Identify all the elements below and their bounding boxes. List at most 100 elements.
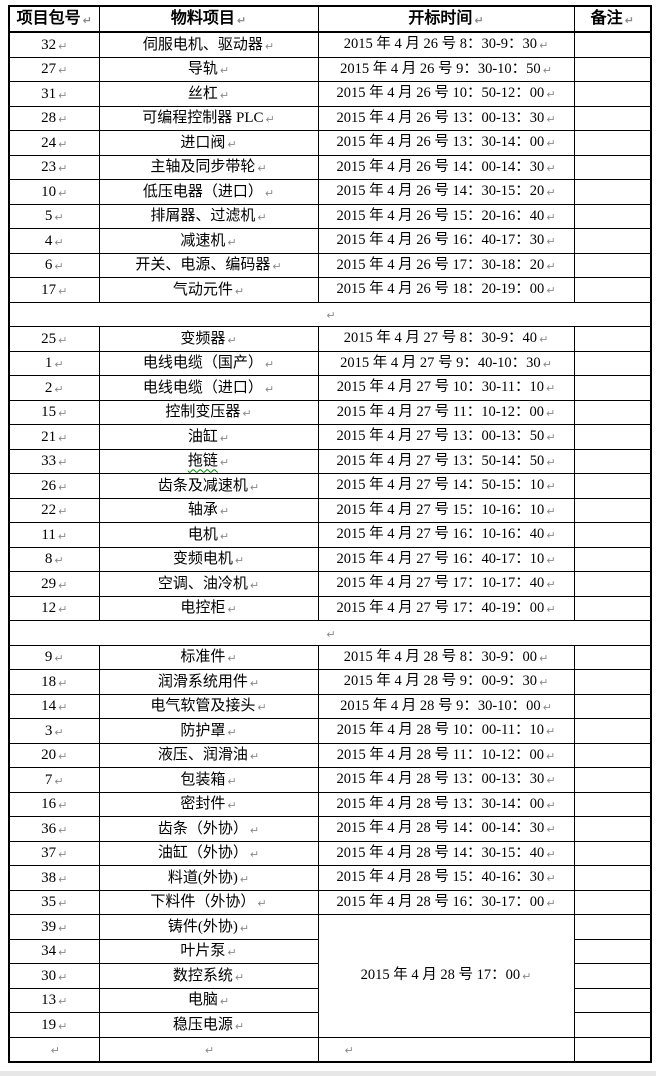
material-item-cell: 控制变压器 ↵ (98, 399, 319, 425)
bid-open-time-cell: 2015 年 4 月 28 号 13：00-13：30 ↵ (317, 767, 575, 793)
paragraph-mark-icon: ↵ (546, 823, 556, 837)
bid-open-time-cell: 2015 年 4 月 28 号 14：30-15：40 ↵ (317, 840, 575, 866)
paragraph-mark-icon: ↵ (227, 774, 237, 788)
remarks-cell (573, 326, 652, 352)
remarks-cell (573, 203, 652, 229)
remarks-cell (573, 963, 652, 989)
paragraph-mark-icon: ↵ (546, 112, 556, 126)
paragraph-mark-icon: ↵ (542, 700, 552, 714)
material-item-cell: 变频器 ↵ (98, 326, 319, 352)
paragraph-mark-icon: ↵ (58, 823, 68, 837)
paragraph-mark-icon: ↵ (58, 897, 68, 911)
paragraph-mark-icon: ↵ (546, 529, 556, 543)
package-no-cell-text: 8 (44, 551, 53, 568)
remarks-cell (573, 473, 652, 499)
material-item-cell: 标准件 ↵ (98, 644, 319, 670)
package-no-cell: 10 ↵ (8, 179, 100, 205)
remarks-cell (573, 987, 652, 1013)
package-no-cell-text: 15 (41, 404, 57, 421)
material-item-cell: 密封件 ↵ (98, 791, 319, 817)
bid-open-time-cell: 2015 年 4 月 26 号 13：00-13：30 ↵ (317, 105, 575, 131)
material-item-cell-text: 密封件 (180, 796, 226, 813)
paragraph-mark-icon: ↵ (264, 186, 275, 200)
package-no-cell-text: 1 (44, 355, 53, 372)
package-no-cell-text: 27 (41, 61, 57, 78)
table-row: 1 ↵ 电线电缆（国产） ↵ 2015 年 4 月 27 号 9：40-10：30 ↵ (8, 350, 652, 376)
bid-open-time-cell: 2015 年 4 月 28 号 15：40-16：30 ↵ (317, 865, 575, 891)
paragraph-mark-icon: ↵ (546, 186, 556, 200)
material-item-cell-text: 电线电缆（国产） (142, 355, 263, 372)
material-item-cell: 齿条及减速机 ↵ (98, 473, 319, 499)
table-row: 3 ↵ 防护罩 ↵ 2015 年 4 月 28 号 10：00-11：10 ↵ (8, 718, 652, 744)
bid-open-time-cell-text: 2015 年 4 月 27 号 10：30-11：10 (336, 379, 545, 396)
material-item-cell-text: 空调、油冷机 (157, 575, 248, 592)
paragraph-mark-icon: ↵ (542, 63, 552, 77)
bid-open-time-cell-text: 2015 年 4 月 28 号 11：10-12：00 (336, 746, 545, 763)
paragraph-mark-icon: ↵ (239, 872, 250, 886)
paragraph-mark-icon: ↵ (82, 14, 92, 28)
bid-open-time-cell: 2015 年 4 月 28 号 10：00-11：10 ↵ (317, 718, 575, 744)
material-item-cell: 变频电机 ↵ (98, 546, 319, 572)
material-item-cell: 油缸（外协） ↵ (98, 840, 319, 866)
col-header-remarks-label: 备注 (590, 10, 623, 28)
package-no-cell: 13 ↵ (8, 987, 100, 1013)
remarks-cell (573, 448, 652, 474)
paragraph-mark-icon: ↵ (239, 921, 250, 935)
paragraph-mark-icon: ↵ (58, 921, 68, 935)
paragraph-mark-icon: ↵ (54, 260, 64, 274)
table-row: 31 ↵ 丝杠 ↵ 2015 年 4 月 26 号 10：50-12：00 ↵ (8, 81, 652, 107)
bid-open-time-cell-text: 2015 年 4 月 26 号 8：30-9：30 (343, 36, 538, 53)
package-no-cell: 29 ↵ (8, 571, 100, 597)
package-no-cell: 16 ↵ (8, 791, 100, 817)
remarks-cell (573, 840, 652, 866)
paragraph-mark-icon: ↵ (58, 750, 68, 764)
paragraph-mark-icon: ↵ (546, 161, 556, 175)
table-row: 5 ↵ 排屑器、过滤机 ↵ 2015 年 4 月 26 号 15：20-16：40 ↵ (8, 203, 652, 229)
table-row: 28 ↵ 可编程控制器 PLC ↵ 2015 年 4 月 26 号 13：00-13：3… (8, 105, 652, 131)
remarks-cell (573, 595, 652, 621)
material-item-cell-text: 排屑器、过滤机 (150, 208, 256, 225)
package-no-cell: 34 ↵ (8, 938, 100, 964)
material-item-cell-text: 稳压电源 (172, 1016, 233, 1033)
bid-opening-schedule-table: 项目包号 ↵ 物料项目 ↵ 开标时间 ↵ 备注 ↵ 32 ↵ 伺服电机、驱动器 ↵ 2015 年… (8, 5, 652, 1063)
material-item-cell-text: 减速机 (180, 232, 226, 249)
table-row: 12 ↵ 电控柜 ↵ 2015 年 4 月 27 号 17：40-19：00 ↵ (8, 595, 652, 621)
material-item-cell-text: 齿条（外协） (157, 820, 248, 837)
remarks-cell (573, 105, 652, 131)
table-row: 26 ↵ 齿条及减速机 ↵ 2015 年 4 月 27 号 14：50-15：10 ↵ (8, 473, 652, 499)
bid-open-time-cell-text: 2015 年 4 月 26 号 16：40-17：30 (336, 232, 545, 249)
package-no-cell: 11 ↵ (8, 522, 100, 548)
material-item-cell-text: 进口阀 (180, 134, 226, 151)
package-no-cell: 25 ↵ (8, 326, 100, 352)
bid-open-time-cell: 2015 年 4 月 26 号 17：30-18：20 ↵ (317, 252, 575, 278)
package-no-cell: 22 ↵ (8, 497, 100, 523)
material-item-cell-text: 低压电器（进口） (142, 183, 263, 200)
paragraph-mark-icon: ↵ (54, 554, 64, 568)
paragraph-mark-icon: ↵ (234, 970, 245, 984)
material-item-cell-text: 电气软管及接头 (150, 698, 256, 715)
paragraph-mark-icon: ↵ (227, 603, 237, 617)
remarks-cell (573, 56, 652, 82)
bid-open-time-cell: 2015 年 4 月 27 号 8：30-9：40 ↵ (317, 326, 575, 352)
paragraph-mark-icon: ↵ (54, 725, 64, 739)
paragraph-mark-icon: ↵ (58, 946, 68, 960)
remarks-cell (573, 791, 652, 817)
paragraph-mark-icon: ↵ (344, 1044, 354, 1058)
paragraph-mark-icon: ↵ (546, 872, 556, 886)
package-no-cell-text: 5 (44, 208, 53, 225)
bid-open-time-cell: 2015 年 4 月 27 号 15：10-16：10 ↵ (317, 497, 575, 523)
package-no-cell: 37 ↵ (8, 840, 100, 866)
bid-open-time-cell-text: 2015 年 4 月 27 号 15：10-16：10 (336, 501, 545, 518)
remarks-cell (573, 938, 652, 964)
material-item-cell: 电机 ↵ (98, 522, 319, 548)
material-item-cell: 开关、电源、编码器 ↵ (98, 252, 319, 278)
material-item-cell: 进口阀 ↵ (98, 130, 319, 156)
paragraph-mark-icon: ↵ (58, 480, 68, 494)
paragraph-mark-icon: ↵ (58, 456, 68, 470)
package-no-cell-text: 33 (41, 453, 57, 470)
material-item-cell-text: 电控柜 (180, 600, 226, 617)
package-no-cell-text: 39 (41, 918, 57, 935)
bid-open-time-cell-text: 2015 年 4 月 27 号 17：40-19：00 (336, 599, 545, 616)
material-item-cell: 导轨 ↵ (98, 56, 319, 82)
package-no-cell-text: 36 (41, 820, 57, 837)
